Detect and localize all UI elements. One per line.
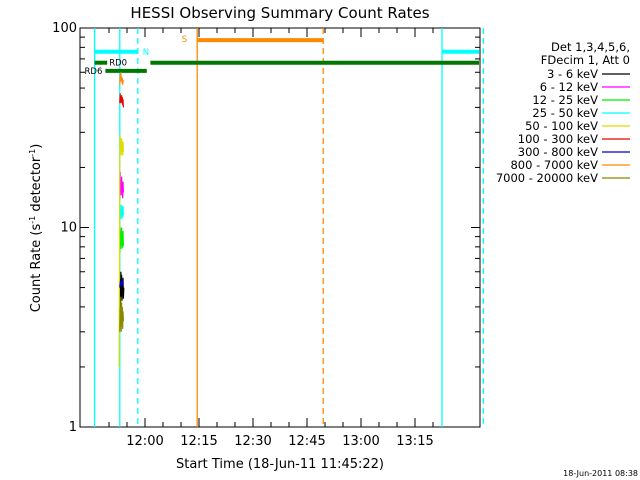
series-line xyxy=(119,279,124,288)
y-axis-label: Count Rate (s-1 detector-1) xyxy=(28,144,44,313)
legend-entry-label: 800 - 7000 keV xyxy=(510,158,598,172)
plot-area xyxy=(79,27,481,428)
x-tick-label: 13:15 xyxy=(396,434,433,449)
y-axis: 1 10 100 xyxy=(52,21,480,435)
y-tick-label: 1 xyxy=(69,420,77,435)
plot-frame xyxy=(79,27,481,428)
y-tick-label: 100 xyxy=(52,21,77,36)
series-line xyxy=(119,204,124,220)
legend-header-line-1: Det 1,3,4,5,6, xyxy=(551,40,630,54)
legend-entry-label: 100 - 300 keV xyxy=(518,132,598,146)
x-tick-label: 13:00 xyxy=(342,434,379,449)
series-line xyxy=(118,135,124,367)
interval-label: RD6 xyxy=(85,67,103,77)
x-tick-label: 12:45 xyxy=(288,434,325,449)
legend: Det 1,3,4,5,6, FDecim 1, Att 0 3 - 6 keV… xyxy=(496,40,630,185)
y-tick-label: 10 xyxy=(60,221,77,236)
series-layer xyxy=(118,72,125,367)
x-axis: 12:00 12:15 12:30 12:45 13:00 13:15 xyxy=(108,28,434,449)
series-line xyxy=(119,72,124,85)
legend-entry-label: 50 - 100 keV xyxy=(525,119,598,133)
x-tick-label: 12:30 xyxy=(234,434,271,449)
series-line xyxy=(119,296,124,332)
legend-entry-label: 6 - 12 keV xyxy=(540,80,598,94)
legend-entry-label: 300 - 800 keV xyxy=(518,145,598,159)
legend-header-line-2: FDecim 1, Att 0 xyxy=(541,53,630,67)
annotation-layer: N S RD0 RD6 xyxy=(85,28,485,427)
legend-entry-label: 3 - 6 keV xyxy=(547,67,598,81)
series-line xyxy=(119,171,124,199)
interval-label: RD0 xyxy=(109,59,127,69)
chart-title: HESSI Observing Summary Count Rates xyxy=(130,4,429,22)
series-line xyxy=(119,93,124,108)
interval-label: S xyxy=(182,35,187,45)
timestamp: 18-Jun-2011 08:38 xyxy=(563,469,638,478)
interval-label: N xyxy=(143,48,149,58)
legend-entry-label: 7000 - 20000 keV xyxy=(496,171,598,185)
series-line xyxy=(119,227,124,253)
legend-entry-label: 12 - 25 keV xyxy=(532,93,598,107)
x-tick-label: 12:15 xyxy=(180,434,217,449)
x-tick-label: 12:00 xyxy=(126,434,163,449)
legend-entry-label: 25 - 50 keV xyxy=(532,106,598,120)
x-axis-label: Start Time (18-Jun-11 11:45:22) xyxy=(176,457,384,472)
